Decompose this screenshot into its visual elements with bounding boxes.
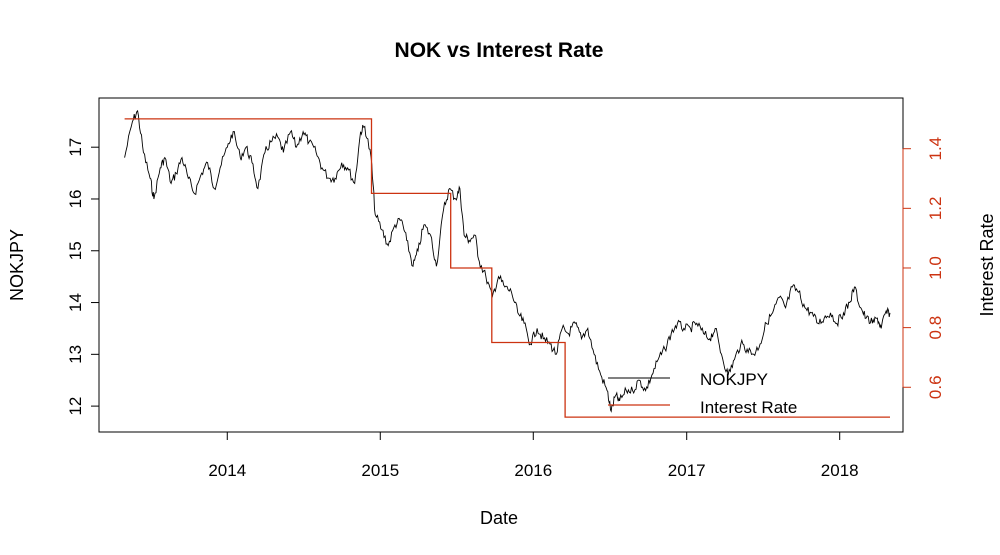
left-tick-label: 17 [66,138,85,157]
series-nokjpy-line [124,109,891,413]
left-y-axis-label: NOKJPY [7,229,27,301]
legend-label-interest-rate: Interest Rate [700,398,797,417]
right-tick-label: 0.6 [926,375,945,399]
right-y-axis: 0.6 0.8 1.0 1.2 1.4 [902,137,945,399]
x-tick-label: 2016 [514,461,552,480]
legend-label-nokjpy: NOKJPY [700,370,768,389]
left-tick-label: 14 [66,293,85,312]
legend: NOKJPY Interest Rate [608,370,797,417]
plot-frame [98,97,904,433]
x-tick-label: 2017 [668,461,706,480]
right-tick-label: 1.0 [926,256,945,280]
x-axis-label: Date [480,508,518,528]
x-tick-label: 2014 [208,461,246,480]
series-interest-rate-line [124,118,890,418]
left-tick-label: 16 [66,190,85,209]
right-tick-label: 1.2 [926,197,945,221]
left-y-axis: 12 13 14 15 16 17 [66,138,100,416]
x-tick-label: 2018 [821,461,859,480]
left-tick-label: 13 [66,345,85,364]
series-layer [124,109,891,418]
right-tick-label: 0.8 [926,316,945,340]
x-tick-label: 2015 [361,461,399,480]
right-tick-label: 1.4 [926,137,945,161]
left-tick-label: 12 [66,397,85,416]
x-axis: 2014 2015 2016 2017 2018 [208,431,859,480]
chart-title: NOK vs Interest Rate [395,39,604,62]
left-tick-label: 15 [66,241,85,260]
right-y-axis-label: Interest Rate [977,213,997,316]
